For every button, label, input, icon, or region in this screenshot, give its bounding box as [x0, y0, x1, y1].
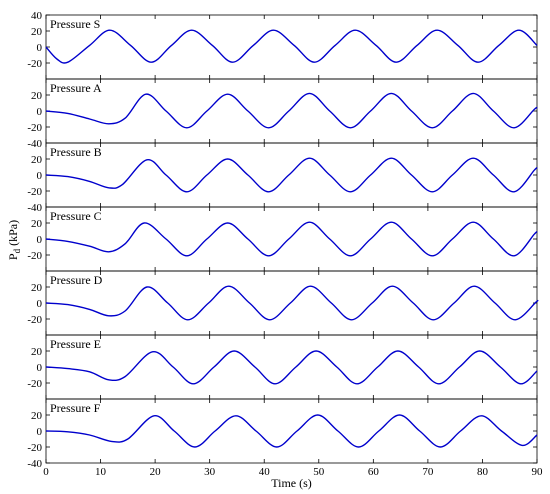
y-tick-label: -20 [27, 58, 42, 70]
y-tick-label: 0 [37, 42, 43, 54]
series-line-3 [45, 221, 538, 257]
panel-label: Pressure C [50, 209, 102, 223]
y-tick-label: 20 [31, 26, 43, 38]
series-line-0 [45, 29, 538, 64]
panel-frame [45, 142, 538, 208]
y-tick-label: 20 [31, 410, 43, 422]
panel-label: Pressure B [50, 145, 102, 159]
x-tick-label: 40 [259, 466, 271, 478]
x-tick-label: 90 [532, 466, 544, 478]
x-tick-label: 30 [204, 466, 216, 478]
y-tick-label: -40 [27, 138, 42, 150]
y-tick-label: 20 [31, 282, 43, 294]
y-axis-label-main: P [6, 253, 20, 260]
y-tick-label: -20 [27, 378, 42, 390]
y-tick-label: 0 [37, 426, 43, 438]
panel-4: 20 0 -20 Pressure D [27, 270, 539, 336]
y-tick-label: -20 [27, 250, 42, 262]
y-tick-label: -20 [27, 314, 42, 326]
panel-label: Pressure S [50, 17, 100, 31]
x-tick-label: 80 [477, 466, 489, 478]
x-axis: 0 10 20 30 40 50 60 70 80 90 [43, 466, 543, 478]
series-line-5 [45, 350, 538, 385]
y-tick-label: -40 [27, 458, 42, 470]
y-tick-label: 0 [37, 234, 43, 246]
panel-frame [45, 334, 538, 400]
panel-frame [45, 78, 538, 144]
panel-frame [45, 14, 538, 80]
series-line-2 [45, 157, 538, 193]
x-tick-label: 60 [368, 466, 380, 478]
y-axis-label: Pd (kPa) [6, 220, 22, 260]
y-tick-label: 0 [37, 106, 43, 118]
panel-6: 20 0 -20 -40 Pressure F [27, 398, 538, 470]
y-tick-label: 40 [31, 10, 43, 22]
y-tick-label: 20 [31, 218, 43, 230]
panel-label: Pressure F [50, 401, 101, 415]
series-line-4 [45, 285, 539, 321]
panel-label: Pressure A [50, 81, 102, 95]
y-tick-label: -40 [27, 202, 42, 214]
panel-frame [45, 270, 538, 336]
y-tick-label: 20 [31, 154, 43, 166]
panel-1: 20 0 -20 -40 Pressure A [27, 78, 538, 150]
y-tick-label: 20 [31, 90, 43, 102]
y-tick-label: 0 [37, 170, 43, 182]
y-tick-label: 0 [37, 298, 43, 310]
x-tick-label: 50 [313, 466, 325, 478]
panels-group: 40 20 0 -20 Pressure S 20 0 -20 -40 Pressure A 20 0… [27, 10, 539, 470]
panel-label: Pressure D [50, 273, 103, 287]
y-tick-label: -20 [27, 186, 42, 198]
y-tick-label: -20 [27, 442, 42, 454]
panel-label: Pressure E [50, 337, 101, 351]
x-tick-label: 0 [43, 466, 49, 478]
y-tick-label: -20 [27, 122, 42, 134]
x-tick-label: 20 [150, 466, 162, 478]
y-axis-label-subscript: d [12, 248, 22, 253]
panel-5: 20 0 -20 Pressure E [27, 334, 538, 400]
series-line-6 [45, 414, 538, 448]
panel-0: 40 20 0 -20 Pressure S [27, 10, 538, 80]
panel-frame [45, 206, 538, 272]
y-tick-label: 20 [31, 346, 43, 358]
y-axis-label-unit: (kPa) [6, 220, 20, 249]
y-tick-label: 0 [37, 362, 43, 374]
panel-frame [45, 398, 538, 464]
panel-3: 20 0 -20 Pressure C [27, 206, 538, 272]
x-axis-label: Time (s) [271, 476, 312, 490]
x-tick-label: 70 [422, 466, 434, 478]
panel-2: 20 0 -20 -40 Pressure B [27, 142, 538, 214]
series-line-1 [45, 92, 538, 129]
x-tick-label: 10 [95, 466, 107, 478]
